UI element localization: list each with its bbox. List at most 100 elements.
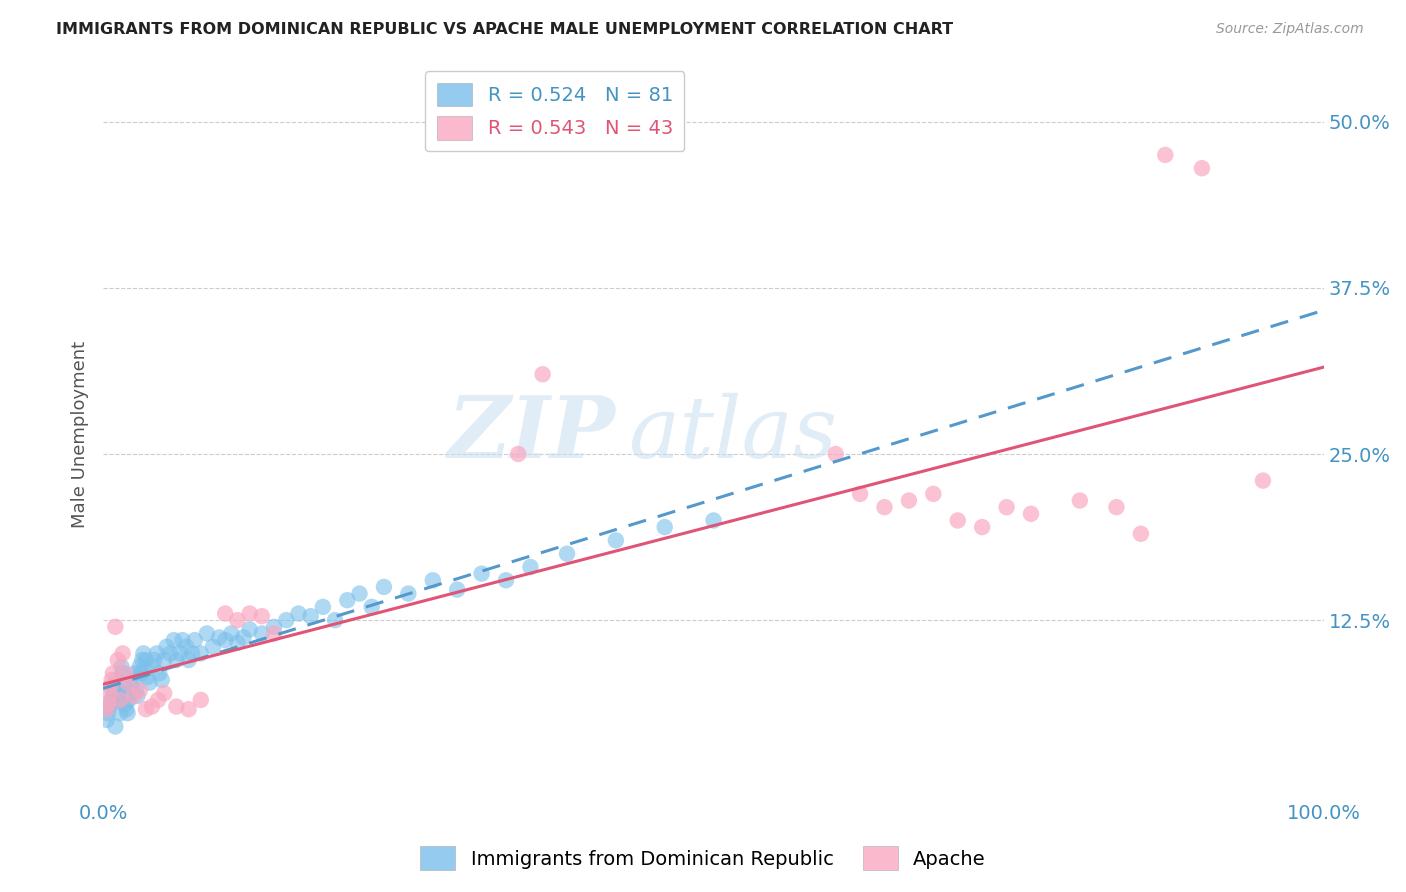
Point xyxy=(508,447,530,461)
Point xyxy=(226,636,249,650)
Point xyxy=(172,633,194,648)
Point xyxy=(115,702,138,716)
Legend: R = 0.524   N = 81, R = 0.543   N = 43: R = 0.524 N = 81, R = 0.543 N = 43 xyxy=(425,71,685,152)
Point xyxy=(100,680,122,694)
Point xyxy=(117,675,139,690)
Point xyxy=(105,673,128,687)
Point xyxy=(104,680,127,694)
Point xyxy=(136,670,159,684)
Point xyxy=(226,613,249,627)
Point xyxy=(232,631,254,645)
Point xyxy=(174,640,197,654)
Point xyxy=(1019,507,1042,521)
Point xyxy=(153,686,176,700)
Point xyxy=(110,693,132,707)
Point xyxy=(250,609,273,624)
Point xyxy=(201,640,224,654)
Point xyxy=(276,613,298,627)
Point xyxy=(101,689,124,703)
Point xyxy=(703,513,725,527)
Point xyxy=(922,487,945,501)
Point xyxy=(118,686,141,700)
Point xyxy=(239,623,262,637)
Point xyxy=(146,647,169,661)
Point xyxy=(195,626,218,640)
Point xyxy=(108,689,131,703)
Point xyxy=(98,686,121,700)
Point xyxy=(100,697,122,711)
Point xyxy=(122,689,145,703)
Point xyxy=(214,607,236,621)
Point xyxy=(422,574,444,588)
Point xyxy=(163,633,186,648)
Point xyxy=(396,586,419,600)
Point xyxy=(120,680,142,694)
Point xyxy=(101,666,124,681)
Point xyxy=(117,706,139,721)
Point xyxy=(165,653,187,667)
Point xyxy=(165,699,187,714)
Point xyxy=(100,693,122,707)
Point xyxy=(103,686,125,700)
Point xyxy=(1191,161,1213,176)
Text: atlas: atlas xyxy=(628,392,837,475)
Point xyxy=(1129,526,1152,541)
Point xyxy=(946,513,969,527)
Point xyxy=(124,666,146,681)
Point xyxy=(336,593,359,607)
Point xyxy=(110,659,132,673)
Point xyxy=(97,706,120,721)
Point xyxy=(312,599,335,614)
Point xyxy=(250,626,273,640)
Point xyxy=(190,693,212,707)
Point xyxy=(183,633,205,648)
Point xyxy=(221,626,243,640)
Point xyxy=(824,447,846,461)
Point xyxy=(156,640,179,654)
Point xyxy=(114,666,136,681)
Point xyxy=(555,547,578,561)
Point xyxy=(96,713,118,727)
Point xyxy=(1154,148,1177,162)
Text: Source: ZipAtlas.com: Source: ZipAtlas.com xyxy=(1216,22,1364,37)
Point xyxy=(349,586,371,600)
Point xyxy=(153,653,176,667)
Point xyxy=(146,693,169,707)
Point xyxy=(96,702,118,716)
Point xyxy=(98,699,121,714)
Point xyxy=(134,662,156,676)
Point xyxy=(263,620,285,634)
Text: IMMIGRANTS FROM DOMINICAN REPUBLIC VS APACHE MALE UNEMPLOYMENT CORRELATION CHART: IMMIGRANTS FROM DOMINICAN REPUBLIC VS AP… xyxy=(56,22,953,37)
Point xyxy=(141,699,163,714)
Point xyxy=(169,647,191,661)
Point xyxy=(129,666,152,681)
Point xyxy=(159,647,181,661)
Point xyxy=(995,500,1018,515)
Point xyxy=(177,702,200,716)
Point xyxy=(125,683,148,698)
Point xyxy=(111,666,134,681)
Point xyxy=(128,659,150,673)
Point xyxy=(190,647,212,661)
Point xyxy=(127,689,149,703)
Point xyxy=(107,683,129,698)
Point xyxy=(110,693,132,707)
Point xyxy=(143,653,166,667)
Point xyxy=(323,613,346,627)
Point xyxy=(897,493,920,508)
Point xyxy=(150,673,173,687)
Point xyxy=(177,653,200,667)
Point xyxy=(104,620,127,634)
Point xyxy=(519,560,541,574)
Point xyxy=(605,533,627,548)
Point xyxy=(214,633,236,648)
Point xyxy=(531,368,554,382)
Point xyxy=(114,697,136,711)
Legend: Immigrants from Dominican Republic, Apache: Immigrants from Dominican Republic, Apac… xyxy=(412,838,994,878)
Point xyxy=(122,673,145,687)
Point xyxy=(112,675,135,690)
Point xyxy=(1105,500,1128,515)
Point xyxy=(148,666,170,681)
Point xyxy=(128,683,150,698)
Point xyxy=(135,653,157,667)
